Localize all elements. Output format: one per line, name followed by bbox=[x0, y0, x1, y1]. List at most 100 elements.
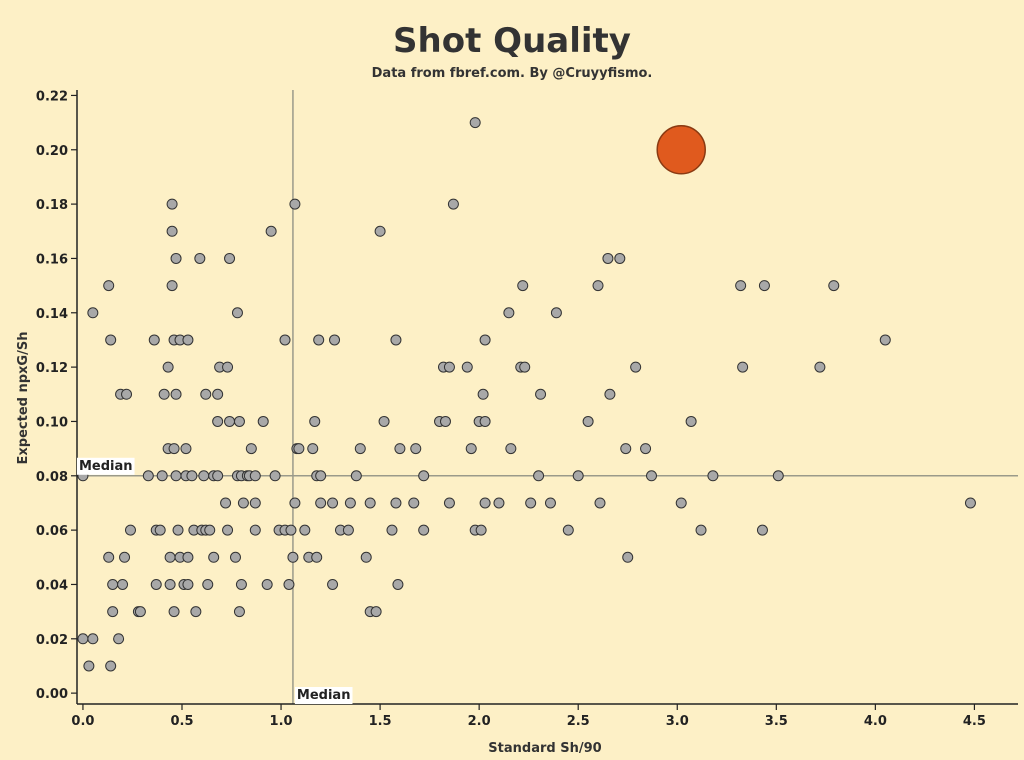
y-tick-label: 0.00 bbox=[36, 687, 68, 702]
x-tick-label: 0.5 bbox=[170, 714, 193, 729]
data-point bbox=[964, 497, 976, 509]
data-point bbox=[533, 470, 545, 482]
data-point bbox=[594, 497, 606, 509]
data-point bbox=[646, 470, 658, 482]
x-tick-label: 1.0 bbox=[270, 714, 293, 729]
data-points bbox=[77, 117, 976, 672]
data-point bbox=[535, 388, 547, 400]
data-point bbox=[182, 551, 194, 563]
x-median-label: Median bbox=[297, 688, 351, 703]
data-point bbox=[162, 361, 174, 373]
data-point bbox=[479, 334, 491, 346]
data-point bbox=[249, 497, 261, 509]
data-point bbox=[202, 578, 214, 590]
data-point bbox=[124, 524, 136, 536]
data-point bbox=[479, 497, 491, 509]
data-point bbox=[418, 524, 430, 536]
data-point bbox=[200, 388, 212, 400]
data-point bbox=[107, 606, 119, 618]
data-point bbox=[562, 524, 574, 536]
data-point bbox=[198, 470, 210, 482]
data-point bbox=[311, 551, 323, 563]
y-median-label: Median bbox=[79, 459, 133, 474]
y-tick-label: 0.04 bbox=[36, 578, 68, 593]
data-point bbox=[182, 578, 194, 590]
data-point bbox=[287, 551, 299, 563]
y-tick-label: 0.16 bbox=[36, 252, 68, 267]
data-point bbox=[279, 334, 291, 346]
data-point bbox=[685, 415, 697, 427]
data-point bbox=[640, 443, 652, 455]
data-point bbox=[443, 361, 455, 373]
y-tick-label: 0.14 bbox=[36, 307, 68, 322]
data-point bbox=[222, 524, 234, 536]
data-point bbox=[261, 578, 273, 590]
data-point bbox=[229, 551, 241, 563]
data-point bbox=[503, 307, 515, 319]
data-point bbox=[220, 497, 232, 509]
data-point bbox=[505, 443, 517, 455]
data-point bbox=[107, 578, 119, 590]
data-point bbox=[113, 633, 125, 645]
data-point bbox=[119, 551, 131, 563]
x-axis-label: Standard Sh/90 bbox=[488, 741, 601, 756]
data-point bbox=[249, 470, 261, 482]
chart-title: Shot Quality bbox=[393, 21, 631, 61]
data-point bbox=[461, 361, 473, 373]
data-point bbox=[283, 578, 295, 590]
data-point bbox=[519, 361, 531, 373]
data-point bbox=[245, 443, 257, 455]
data-point bbox=[370, 606, 382, 618]
data-point bbox=[166, 225, 178, 237]
data-point bbox=[249, 524, 261, 536]
data-point bbox=[622, 551, 634, 563]
data-point bbox=[756, 524, 768, 536]
data-point bbox=[156, 470, 168, 482]
y-tick-label: 0.12 bbox=[36, 361, 68, 376]
data-point bbox=[150, 578, 162, 590]
data-point bbox=[105, 660, 117, 672]
data-point bbox=[154, 524, 166, 536]
data-point bbox=[386, 524, 398, 536]
data-point bbox=[364, 497, 376, 509]
axes bbox=[76, 90, 1018, 705]
data-point bbox=[208, 551, 220, 563]
data-point bbox=[443, 497, 455, 509]
data-point bbox=[602, 252, 614, 264]
data-point bbox=[344, 497, 356, 509]
data-point bbox=[87, 307, 99, 319]
data-point bbox=[737, 361, 749, 373]
data-point bbox=[707, 470, 719, 482]
y-tick-label: 0.18 bbox=[36, 198, 68, 213]
chart-subtitle: Data from fbref.com. By @Cruyyfismo. bbox=[372, 66, 653, 81]
data-point bbox=[166, 280, 178, 292]
data-point bbox=[170, 252, 182, 264]
data-point bbox=[212, 470, 224, 482]
data-point bbox=[525, 497, 537, 509]
data-point bbox=[164, 578, 176, 590]
x-tick-label: 1.5 bbox=[369, 714, 392, 729]
data-point bbox=[172, 524, 184, 536]
data-point bbox=[307, 443, 319, 455]
data-point bbox=[828, 280, 840, 292]
data-point bbox=[410, 443, 422, 455]
data-point bbox=[390, 334, 402, 346]
data-point bbox=[479, 415, 491, 427]
data-point bbox=[170, 470, 182, 482]
data-point bbox=[289, 198, 301, 210]
data-point bbox=[168, 606, 180, 618]
data-point bbox=[582, 415, 594, 427]
data-point bbox=[134, 606, 146, 618]
data-point bbox=[550, 307, 562, 319]
data-point bbox=[315, 470, 327, 482]
data-point bbox=[630, 361, 642, 373]
data-point bbox=[182, 334, 194, 346]
data-point bbox=[309, 415, 321, 427]
x-median-label-background bbox=[294, 687, 353, 704]
data-point bbox=[758, 280, 770, 292]
data-point bbox=[285, 524, 297, 536]
x-tick-label: 2.0 bbox=[468, 714, 491, 729]
data-point bbox=[544, 497, 556, 509]
data-point bbox=[493, 497, 505, 509]
data-point bbox=[408, 497, 420, 509]
